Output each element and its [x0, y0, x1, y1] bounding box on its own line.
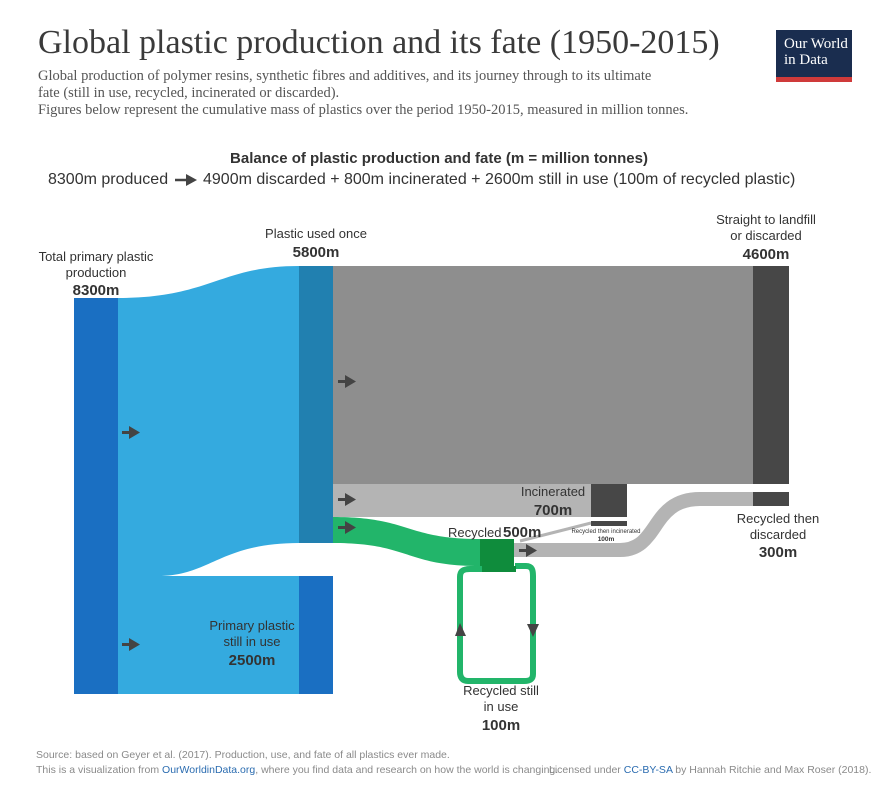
node-primary-in-use	[299, 576, 333, 694]
right-arrow-icon	[122, 426, 140, 439]
recycled-incinerated-value: 100m	[598, 536, 615, 543]
primary-in-use-label-line2: still in use	[223, 634, 280, 649]
flow-primary-to-in-use	[158, 576, 299, 694]
used-once-value: 5800m	[293, 244, 340, 261]
footer-license: Licensed under CC-BY-SA by Hannah Ritchi…	[549, 764, 872, 776]
node-recycled-in-use	[482, 566, 516, 572]
logo-line: Our World	[784, 36, 848, 52]
flow-to-recycled	[333, 517, 480, 566]
flow-recycled-loop	[457, 563, 536, 684]
flow-primary-to-used-once	[118, 266, 299, 694]
page-subtitle: Global production of polymer resins, syn…	[38, 68, 798, 119]
owid-link[interactable]: OurWorldinData.org	[162, 764, 256, 776]
up-arrow-icon	[455, 623, 466, 636]
total-label-line2: production	[66, 265, 127, 280]
recycled-in-use-label-line2: in use	[484, 699, 519, 714]
flow-recycled-to-incinerated	[519, 521, 592, 543]
right-arrow-icon	[338, 521, 356, 534]
owid-logo[interactable]: Our World in Data	[776, 30, 852, 82]
subtitle-line: Global production of polymer resins, syn…	[38, 68, 652, 84]
used-once-label: Plastic used once	[265, 226, 367, 241]
recycled-incinerated-label: Recycled then incinerated	[571, 529, 640, 535]
total-label-line1: Total primary plastic	[39, 249, 154, 264]
landfill-value: 4600m	[743, 246, 790, 263]
recycled-discarded-label-line2: discarded	[750, 527, 806, 542]
incinerated-value: 700m	[534, 502, 572, 519]
logo-line: in Data	[784, 52, 828, 68]
flow-to-incinerated	[333, 484, 591, 517]
incinerated-label: Incinerated	[521, 484, 585, 499]
total-value: 8300m	[73, 282, 120, 299]
recycled-discarded-value: 300m	[759, 544, 797, 561]
recycled-label: Recycled	[448, 525, 501, 540]
balance-left: 8300m produced	[48, 171, 169, 188]
right-arrow-icon	[122, 638, 140, 651]
footer-source: Source: based on Geyer et al. (2017). Pr…	[36, 749, 450, 761]
footer-visualization: This is a visualization from OurWorldinD…	[36, 764, 559, 776]
primary-in-use-value: 2500m	[229, 652, 276, 669]
subtitle-line: Figures below represent the cumulative m…	[38, 102, 689, 118]
footer: Source: based on Geyer et al. (2017). Pr…	[36, 748, 871, 778]
node-landfill	[753, 266, 789, 484]
landfill-label-line1: Straight to landfill	[716, 212, 816, 227]
flow-to-landfill	[333, 266, 753, 484]
landfill-label-line2: or discarded	[730, 228, 802, 243]
right-arrow-icon	[519, 544, 537, 557]
recycled-value: 500m	[503, 524, 541, 541]
right-arrow-icon	[174, 173, 197, 186]
recycled-in-use-value: 100m	[482, 717, 520, 734]
license-link[interactable]: CC-BY-SA	[623, 764, 673, 776]
right-arrow-icon	[338, 375, 356, 388]
balance-title: Balance of plastic production and fate (…	[230, 150, 648, 167]
flow-arrows	[122, 375, 539, 651]
node-recycled	[480, 539, 514, 566]
primary-in-use-label-line1: Primary plastic	[209, 618, 295, 633]
balance-right: 4900m discarded + 800m incinerated + 260…	[203, 171, 796, 188]
subtitle-line: fate (still in use, recycled, incinerate…	[38, 85, 340, 101]
recycled-discarded-label-line1: Recycled then	[737, 511, 819, 526]
recycled-in-use-label-line1: Recycled still	[463, 683, 539, 698]
down-arrow-icon	[527, 624, 539, 637]
node-recycled-discarded	[753, 492, 789, 506]
page-title: Global plastic production and its fate (…	[38, 24, 720, 61]
node-recycled-incinerated	[591, 521, 627, 526]
right-arrow-icon	[338, 493, 356, 506]
balance-equation: 8300m produced 4900m discarded + 800m in…	[48, 171, 795, 189]
node-total-production	[74, 298, 118, 694]
flow-recycled-to-discarded	[514, 492, 753, 557]
node-used-once	[299, 266, 333, 543]
node-incinerated	[591, 484, 627, 517]
